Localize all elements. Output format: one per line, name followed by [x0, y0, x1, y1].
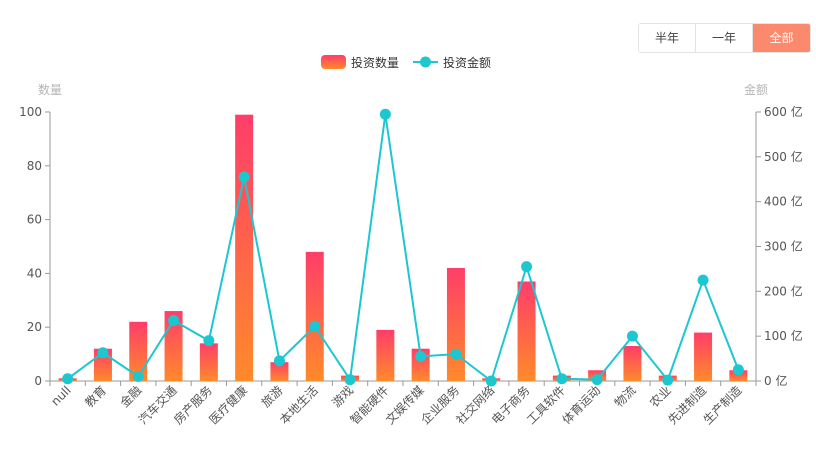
- amount-point-企业服务: [450, 348, 462, 360]
- amount-point-本地生活: [309, 320, 321, 332]
- left-axis-tick-label: 60: [27, 213, 42, 227]
- x-axis-category-label: 本地生活: [277, 383, 321, 427]
- bar-金融: [129, 321, 148, 381]
- amount-point-房产服务: [203, 335, 215, 347]
- amount-point-金融: [132, 371, 144, 383]
- bar-智能硬件: [376, 329, 395, 381]
- left-axis-tick-label: 80: [27, 159, 42, 173]
- x-axis-category-label: 医疗健康: [206, 383, 251, 428]
- amount-point-先进制造: [697, 274, 709, 286]
- left-axis-tick-label: 0: [34, 374, 42, 388]
- tab-2[interactable]: 全部: [753, 24, 810, 52]
- right-axis-tick-label: 100 亿: [764, 328, 803, 343]
- tab-1[interactable]: 一年: [696, 24, 753, 52]
- bar-旅游: [270, 362, 289, 381]
- x-axis-category-label: 物流: [612, 383, 639, 410]
- right-axis-tick-label: 500 亿: [764, 149, 803, 164]
- x-axis-category-label: null: [48, 383, 73, 408]
- x-axis-category-label: 体育运动: [559, 383, 604, 428]
- time-range-tabs: 半年 一年 全部: [638, 23, 811, 53]
- right-axis-tick-label: 200 亿: [764, 283, 803, 298]
- x-axis-category-label: 教育: [81, 383, 109, 411]
- legend-line-label: 投资金额: [443, 55, 491, 70]
- amount-point-生产制造: [732, 364, 744, 376]
- bar-本地生活: [305, 251, 324, 381]
- bar-物流: [623, 346, 642, 381]
- x-axis-category-label: 金融: [117, 383, 145, 411]
- right-axis-tick-label: 300 亿: [764, 239, 803, 254]
- bar-生产制造: [729, 370, 748, 381]
- right-axis-tick-label: 400 亿: [764, 194, 803, 209]
- left-axis-name: 数量: [38, 82, 62, 97]
- bar-电子商务: [517, 281, 536, 381]
- amount-point-电子商务: [521, 261, 533, 273]
- amount-point-汽车交通: [168, 314, 180, 326]
- bar-医疗健康: [235, 114, 254, 381]
- legend-bar-swatch: [321, 55, 346, 69]
- left-axis-tick-label: 20: [27, 320, 42, 334]
- bar-企业服务: [446, 268, 465, 381]
- amount-point-旅游: [273, 355, 285, 367]
- x-axis-category-label: 旅游: [259, 383, 286, 410]
- amount-line: [67, 114, 740, 383]
- amount-point-农业: [662, 374, 674, 386]
- legend-bar-label: 投资数量: [351, 55, 399, 70]
- left-axis-tick-label: 40: [27, 266, 42, 280]
- tab-0[interactable]: 半年: [639, 24, 696, 52]
- x-axis-category-label: 农业: [647, 383, 674, 410]
- amount-point-游戏: [344, 374, 356, 386]
- amount-point-体育运动: [591, 374, 603, 386]
- bar-房产服务: [199, 343, 218, 381]
- x-axis-category-label: 生产制造: [701, 383, 745, 427]
- right-axis-tick-label: 0 亿: [764, 373, 787, 388]
- amount-point-工具软件: [556, 373, 568, 385]
- left-axis-tick-label: 100: [19, 105, 42, 119]
- amount-point-医疗健康: [238, 171, 250, 183]
- amount-point-智能硬件: [379, 108, 391, 120]
- legend-line-marker: [420, 56, 431, 68]
- bar-先进制造: [694, 332, 713, 381]
- right-axis-tick-label: 600 亿: [764, 104, 803, 119]
- amount-point-物流: [626, 330, 638, 342]
- amount-point-文娱传媒: [415, 350, 427, 362]
- right-axis-name: 金额: [744, 82, 768, 97]
- amount-point-社交网络: [485, 375, 497, 387]
- amount-point-null: [62, 373, 74, 385]
- amount-point-教育: [97, 347, 109, 359]
- x-axis-category-label: 游戏: [329, 383, 356, 410]
